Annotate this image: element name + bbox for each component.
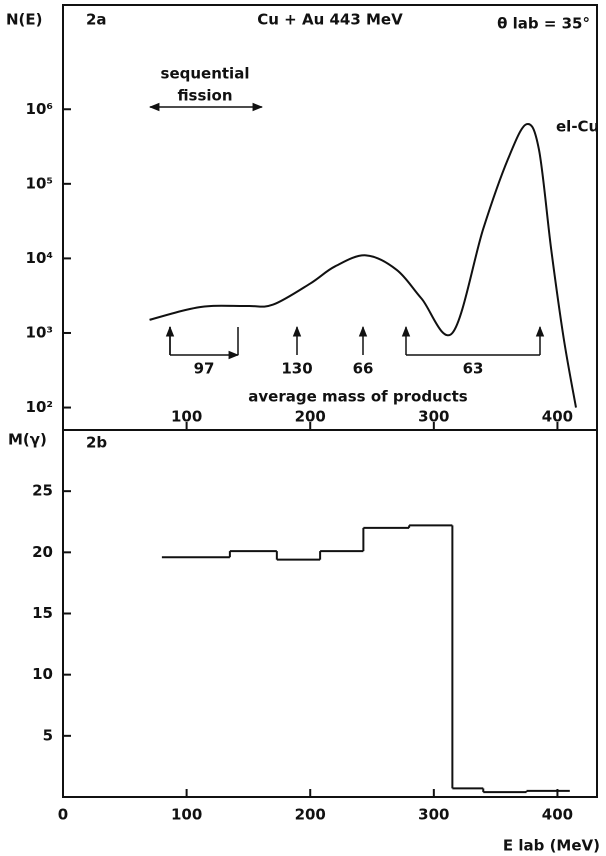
panel-label: 2a [86, 11, 107, 29]
x-tick-label: 400 [542, 408, 573, 426]
annotation: sequential [161, 65, 250, 83]
mass-arrow [169, 327, 238, 355]
panel-label: 2b [86, 434, 107, 452]
mass-label: 130 [281, 360, 312, 378]
x-tick-label: 300 [418, 408, 449, 426]
y-tick-label: 10⁴ [26, 249, 53, 267]
curve [149, 122, 577, 408]
mass-label: 97 [194, 360, 215, 378]
y-tick-label: 5 [43, 726, 53, 744]
y-axis-label: M(γ) [8, 431, 47, 449]
y-axis-label: N(E) [6, 11, 43, 29]
mass-label: 66 [353, 360, 374, 378]
y-tick-label: 10³ [26, 323, 53, 341]
x-tick-label: 400 [542, 806, 573, 824]
y-tick-label: 10² [26, 398, 53, 416]
x-tick-label: 0 [58, 806, 68, 824]
y-tick-label: 10 [32, 665, 53, 683]
frame [62, 4, 598, 798]
x-axis-label: E lab (MeV) [503, 837, 600, 855]
mass-label: 63 [463, 360, 484, 378]
y-tick-label: 20 [32, 543, 53, 561]
x-tick-label: 100 [171, 806, 202, 824]
y-tick-label: 10⁶ [26, 100, 53, 118]
annotation: fission [177, 87, 232, 105]
x-tick-label: 200 [295, 806, 326, 824]
chart-title: Cu + Au 443 MeV [257, 11, 403, 29]
y-tick-label: 15 [32, 604, 53, 622]
annotation: el-Cu [556, 118, 599, 136]
x-tick-label: 300 [418, 806, 449, 824]
y-tick-label: 10⁵ [26, 174, 53, 192]
y-tick-label: 25 [32, 482, 53, 500]
chart-subtitle: θ lab = 35° [497, 15, 590, 33]
x-tick-label: 200 [295, 408, 326, 426]
x-tick-label: 100 [171, 408, 202, 426]
annotation: average mass of products [248, 388, 468, 406]
